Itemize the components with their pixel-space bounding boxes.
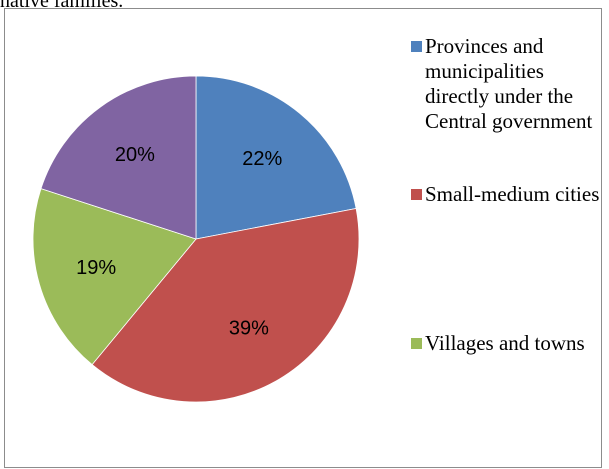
- legend-swatch-provinces: [411, 41, 422, 52]
- pie-slices: [32, 75, 360, 403]
- pie-slice-3: [32, 188, 197, 366]
- legend-item-villages-towns: Villages and towns: [411, 331, 601, 356]
- legend-item-small-medium-cities: Small-medium cities: [411, 182, 601, 207]
- pie-slice-2: [91, 207, 360, 403]
- pie-slice-4: [40, 75, 197, 240]
- pie-slice-1: [195, 75, 357, 240]
- pie-data-label-3: 19%: [76, 257, 116, 279]
- legend-label-villages-towns: Villages and towns: [425, 331, 585, 355]
- legend-swatch-small-medium-cities: [411, 189, 422, 200]
- pie-data-label-4: 20%: [115, 144, 155, 166]
- legend-label-provinces: Provinces and municipalities directly un…: [425, 34, 593, 133]
- legend-label-small-medium-cities: Small-medium cities: [425, 182, 600, 206]
- legend-item-provinces: Provinces and municipalities directly un…: [411, 34, 601, 134]
- pie-data-label-1: 22%: [242, 148, 282, 170]
- pie-data-labels: 22% 39% 19% 20%: [76, 144, 282, 340]
- legend-swatch-villages-towns: [411, 338, 422, 349]
- pie-data-label-2: 39%: [229, 318, 269, 340]
